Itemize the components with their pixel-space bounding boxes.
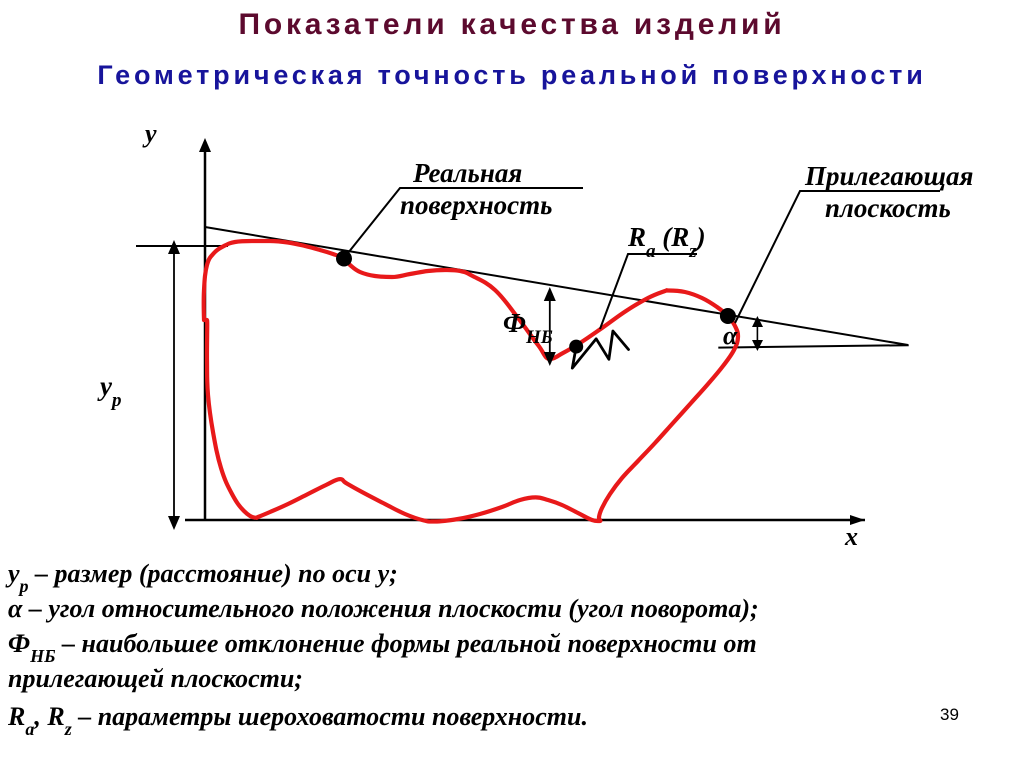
svg-text:yp: yp	[97, 371, 121, 411]
svg-text:Ra (Rz): Ra (Rz)	[627, 222, 706, 262]
svg-text:поверхность: поверхность	[400, 190, 553, 220]
svg-text:ФНБ – наибольшее отклонение фо: ФНБ – наибольшее отклонение формы реальн…	[8, 629, 757, 666]
svg-text:x: x	[844, 522, 858, 551]
svg-text:α – угол относительного положе: α – угол относительного положения плоско…	[8, 594, 759, 623]
svg-text:Реальная: Реальная	[412, 158, 522, 188]
svg-text:Ra, Rz – параметры шероховатос: Ra, Rz – параметры шероховатости поверхн…	[7, 702, 588, 739]
svg-text:плоскость: плоскость	[825, 193, 951, 223]
svg-text:y: y	[142, 119, 157, 148]
svg-text:α: α	[723, 321, 738, 350]
svg-text:39: 39	[940, 705, 959, 724]
svg-text:Прилегающая: Прилегающая	[804, 161, 974, 191]
svg-text:yp – размер (расстояние) по ос: yp – размер (расстояние) по оси y;	[5, 559, 398, 596]
svg-text:прилегающей плоскости;: прилегающей плоскости;	[8, 664, 303, 693]
svg-text:ФНБ: ФНБ	[503, 308, 553, 348]
